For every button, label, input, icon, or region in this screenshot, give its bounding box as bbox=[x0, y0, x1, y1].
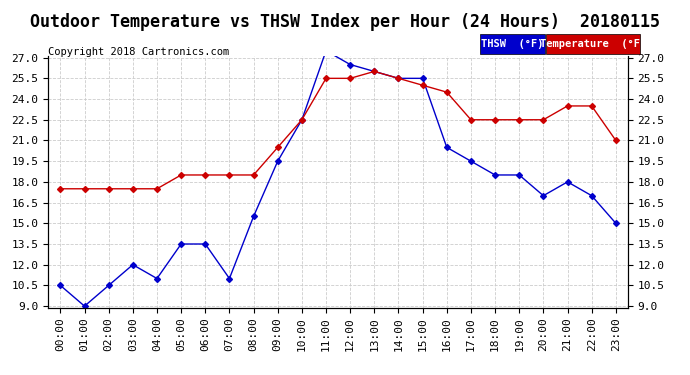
Text: Outdoor Temperature vs THSW Index per Hour (24 Hours)  20180115: Outdoor Temperature vs THSW Index per Ho… bbox=[30, 13, 660, 31]
Text: Copyright 2018 Cartronics.com: Copyright 2018 Cartronics.com bbox=[48, 47, 230, 57]
Text: THSW  (°F): THSW (°F) bbox=[481, 39, 544, 49]
Text: Temperature  (°F): Temperature (°F) bbox=[540, 39, 646, 49]
